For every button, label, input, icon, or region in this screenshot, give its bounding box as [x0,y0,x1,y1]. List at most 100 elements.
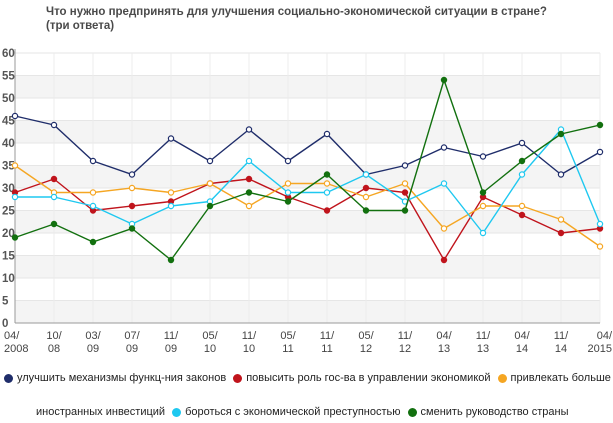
data-point [11,234,19,241]
x-tick-label: 04/ [4,330,20,342]
chart-title: Что нужно предпринять для улучшения соци… [46,5,606,33]
y-tick-label: 60 [2,48,15,60]
data-point [557,130,565,138]
x-tick-label: 14 [555,343,567,355]
data-point [89,189,97,196]
data-point [518,139,526,147]
legend-dot-icon [407,407,417,417]
x-tick-label: 11/ [554,330,569,342]
data-point [596,243,604,250]
y-tick-label: 55 [2,71,15,83]
data-point [479,153,487,160]
legend-item-crime[interactable]: бороться с экономической преступностью [172,406,401,418]
y-tick-label: 30 [2,183,15,195]
data-point [440,225,448,232]
x-tick-label: 11/ [476,330,491,342]
y-tick-label: 25 [2,206,15,218]
data-point [518,202,526,210]
data-point [206,202,214,210]
x-tick-label: 13 [477,343,489,355]
legend-dot-icon [233,373,243,383]
data-point [284,198,292,205]
data-point [401,189,409,196]
x-tick-label: 04/ [436,330,452,342]
legend-label: улучшить механизмы функц-ния законов [17,372,227,384]
data-point [128,225,136,232]
data-point [440,144,448,151]
data-point [167,256,175,264]
data-point [167,189,175,196]
data-point [557,229,565,237]
grid-band [15,75,600,98]
data-point [245,157,253,165]
data-point [11,112,19,120]
legend-dot-icon [172,407,182,417]
data-point [440,180,448,187]
y-tick-label: 40 [2,138,15,150]
grid-band [15,300,600,323]
chart-title-line2: (три ответа) [46,20,115,32]
data-point [11,193,19,201]
x-tick-label: 09 [165,343,177,355]
x-tick-label: 12 [399,343,411,355]
x-tick-label: 11/ [164,330,179,342]
data-point [245,175,253,183]
x-tick-label: 11 [321,343,332,355]
grid-band [15,255,600,278]
data-point [284,180,292,187]
data-point [128,202,136,210]
data-point [479,202,487,210]
legend-label: повысить роль гос-ва в управлении эконом… [246,372,491,384]
legend-item-state-role[interactable]: повысить роль гос-ва в управлении эконом… [233,372,491,384]
series-line-0 [14,115,601,176]
data-point [89,157,97,165]
data-point [401,180,409,187]
data-point [89,202,97,210]
data-point [596,148,604,156]
grid-band [15,165,600,188]
data-point [440,76,448,84]
data-point [362,171,370,178]
x-tick-label: 09 [126,343,138,355]
data-point [323,171,331,178]
data-point [323,189,331,196]
chart-title-line1: Что нужно предпринять для улучшения соци… [46,6,547,18]
data-point [50,175,58,183]
grid-band [15,120,600,143]
data-point [323,207,331,214]
x-tick-label: 03/ [85,330,101,342]
legend-item-laws[interactable]: улучшить механизмы функц-ния законов [4,372,226,384]
data-point [518,171,526,178]
legend-row-2: иностранных инвестиций бороться с эконом… [36,406,576,418]
data-point [479,229,487,237]
data-point [596,121,604,129]
data-point [89,238,97,246]
x-tick-label: 11 [282,343,293,355]
legend-item-investments[interactable]: привлекать больше [497,372,611,384]
data-point [362,184,370,192]
x-tick-label: 11/ [320,330,335,342]
x-tick-label: 05/ [202,330,218,342]
x-tick-label: 10/ [46,330,62,342]
data-point [362,207,370,214]
y-tick-label: 5 [2,296,9,308]
x-tick-label: 11/ [398,330,413,342]
data-point [245,202,253,210]
legend-dot-icon [4,373,13,383]
legend-dot-icon [497,373,507,383]
y-tick-label: 50 [2,93,15,105]
data-point [245,189,253,196]
legend-item-change-leadership[interactable]: сменить руководство страны [407,406,569,418]
x-tick-label: 07/ [124,330,140,342]
x-tick-label: 14 [516,343,528,355]
data-point [557,216,565,223]
data-point [362,193,370,201]
data-point [284,189,292,196]
x-tick-label: 10 [204,343,216,355]
data-point [206,157,214,165]
data-point [284,157,292,165]
y-tick-label: 20 [2,228,15,240]
x-tick-label: 11/ [242,330,257,342]
data-point [128,184,136,192]
x-tick-label: 04/ [597,330,613,342]
